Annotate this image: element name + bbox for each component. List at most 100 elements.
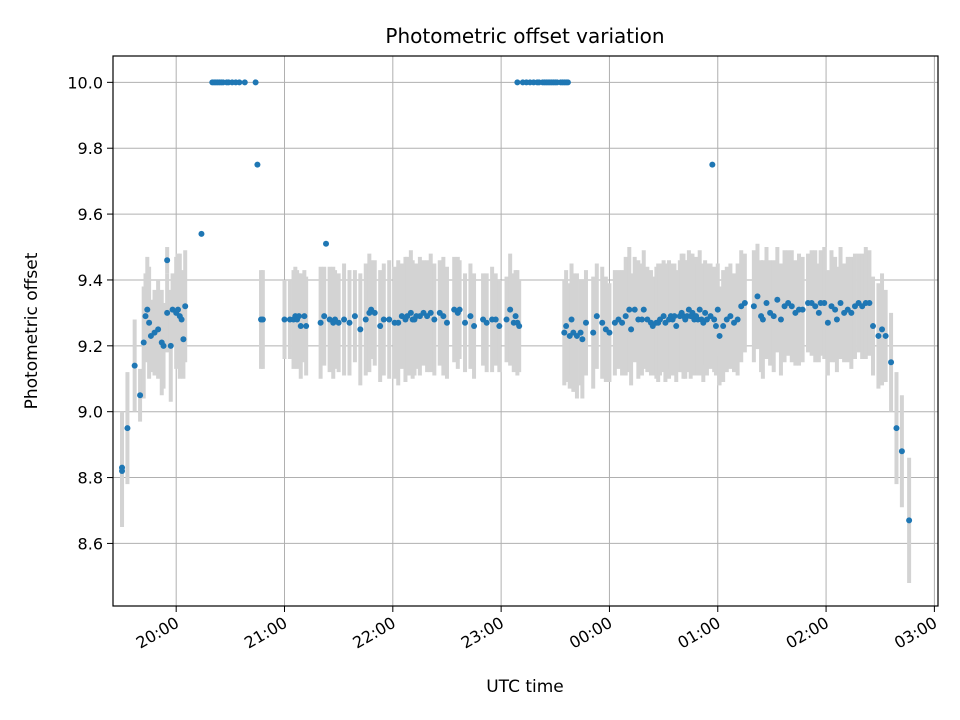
data-point xyxy=(431,316,438,323)
x-axis: 20:00 21:00 22:00 23:00 00:00 01:00 02:00 03:00 xyxy=(133,606,940,653)
data-point xyxy=(119,464,126,471)
y-tick-label: 8.8 xyxy=(78,469,103,488)
data-point xyxy=(281,316,288,323)
x-tick-label: 01:00 xyxy=(674,613,723,653)
data-point xyxy=(182,303,189,310)
data-point xyxy=(734,316,741,323)
data-point xyxy=(879,326,886,333)
data-point xyxy=(888,359,895,366)
data-point xyxy=(812,303,819,310)
data-point xyxy=(427,309,434,316)
data-point xyxy=(832,306,839,313)
data-point xyxy=(407,309,414,316)
y-tick-label: 9.0 xyxy=(78,403,103,422)
data-point xyxy=(754,293,761,300)
data-point xyxy=(440,313,447,320)
y-axis: 8.6 8.8 9.0 9.2 9.4 9.6 9.8 10.0 xyxy=(67,73,113,553)
data-point xyxy=(507,306,514,313)
data-point xyxy=(622,313,629,320)
data-point xyxy=(821,300,828,307)
data-point xyxy=(815,309,822,316)
x-tick-label: 02:00 xyxy=(783,613,832,653)
y-tick-label: 9.6 xyxy=(78,205,103,224)
data-point xyxy=(317,319,324,326)
data-point xyxy=(696,306,703,313)
data-point xyxy=(395,319,402,326)
data-point xyxy=(351,313,358,320)
data-point xyxy=(727,313,734,320)
data-point xyxy=(563,323,570,330)
data-point xyxy=(198,230,205,237)
data-point xyxy=(893,425,900,432)
data-point xyxy=(606,329,613,336)
data-point xyxy=(380,316,387,323)
data-point xyxy=(660,313,667,320)
data-point xyxy=(124,425,131,432)
data-point xyxy=(321,313,328,320)
data-point xyxy=(303,323,310,330)
data-point xyxy=(582,319,589,326)
x-tick-label: 03:00 xyxy=(891,613,940,653)
data-point xyxy=(848,309,855,316)
data-point xyxy=(561,329,568,336)
data-point xyxy=(564,79,571,86)
data-point xyxy=(137,392,144,399)
data-point xyxy=(599,319,606,326)
data-point xyxy=(164,257,171,264)
data-point xyxy=(386,316,393,323)
data-point xyxy=(252,79,259,86)
data-point xyxy=(483,319,490,326)
data-point xyxy=(295,313,302,320)
data-point xyxy=(870,323,877,330)
data-point xyxy=(640,306,647,313)
data-point xyxy=(155,326,162,333)
y-axis-title: Photometric offset xyxy=(22,252,42,409)
data-point xyxy=(824,319,831,326)
data-point xyxy=(750,303,757,310)
data-point xyxy=(788,303,795,310)
plot-frame xyxy=(112,55,939,607)
data-point xyxy=(716,332,723,339)
x-axis-title: UTC time xyxy=(486,677,564,697)
y-tick-label: 9.4 xyxy=(78,271,103,290)
data-point xyxy=(631,306,638,313)
x-tick-label: 23:00 xyxy=(458,613,507,653)
data-point xyxy=(496,323,503,330)
data-point xyxy=(619,319,626,326)
data-point xyxy=(720,323,727,330)
data-point xyxy=(503,316,510,323)
data-point xyxy=(866,300,873,307)
data-point xyxy=(516,323,523,330)
data-point xyxy=(741,300,748,307)
y-tick-label: 9.2 xyxy=(78,337,103,356)
data-point xyxy=(144,306,151,313)
data-point xyxy=(443,319,450,326)
data-point xyxy=(709,161,716,168)
error-bars xyxy=(120,243,912,583)
data-point xyxy=(371,309,378,316)
data-point xyxy=(146,319,153,326)
data-point xyxy=(323,240,330,247)
data-point xyxy=(777,316,784,323)
data-point xyxy=(297,323,304,330)
x-tick-label: 20:00 xyxy=(133,613,182,653)
data-point xyxy=(167,342,174,349)
data-point xyxy=(882,332,889,339)
data-point xyxy=(837,300,844,307)
data-point xyxy=(180,336,187,343)
data-point xyxy=(898,448,905,455)
data-point xyxy=(702,309,709,316)
data-point xyxy=(673,323,680,330)
data-point xyxy=(346,319,353,326)
data-point xyxy=(577,329,584,336)
x-tick-label: 22:00 xyxy=(349,613,398,653)
data-point xyxy=(142,313,149,320)
data-point xyxy=(774,296,781,303)
data-point xyxy=(377,323,384,330)
data-point xyxy=(711,316,718,323)
y-tick-label: 10.0 xyxy=(67,73,103,92)
data-point xyxy=(160,342,167,349)
y-tick-label: 9.8 xyxy=(78,139,103,158)
y-tick-label: 8.6 xyxy=(78,534,103,553)
